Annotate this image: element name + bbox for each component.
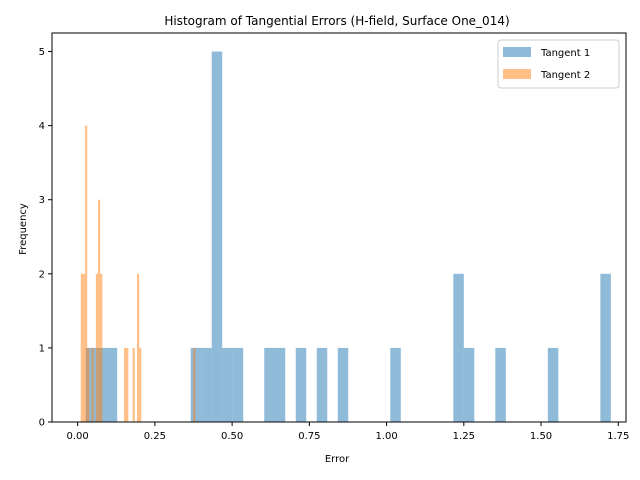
histogram-bar [337, 347, 349, 422]
y-tick-label: 5 [39, 47, 45, 58]
histogram-bar [295, 347, 307, 422]
y-axis-ticks: 0 1 2 3 4 5 [39, 47, 52, 429]
bars-layer [80, 51, 611, 423]
histogram-bar [136, 273, 140, 422]
histogram-bar [222, 347, 233, 422]
x-tick-label: 0.75 [298, 431, 320, 442]
series-1 [85, 51, 611, 423]
histogram-bar [232, 347, 244, 422]
histogram-bar [100, 273, 103, 422]
x-tick-label: 0.25 [144, 431, 166, 442]
histogram-bar [85, 125, 88, 423]
legend-swatch-tangent-1 [503, 47, 531, 57]
x-axis-ticks: 0.00 0.25 0.50 0.75 1.00 1.25 1.50 1.75 [67, 422, 629, 442]
legend-swatch-tangent-2 [503, 69, 531, 79]
histogram-bar [201, 347, 212, 422]
histogram-bar [82, 273, 86, 422]
histogram-bar [190, 347, 202, 422]
histogram-bar [106, 347, 118, 422]
histogram-bar [316, 347, 328, 422]
legend-label-tangent-1: Tangent 1 [540, 48, 590, 59]
x-tick-label: 0.50 [221, 431, 243, 442]
histogram-bar [123, 347, 127, 422]
x-tick-label: 0.00 [67, 431, 89, 442]
histogram-bar [132, 347, 135, 422]
histogram-bar [264, 347, 275, 422]
y-axis-label: Frequency [18, 203, 29, 255]
series-2 [80, 125, 196, 423]
histogram-bar [600, 273, 611, 422]
histogram-bar [211, 51, 223, 423]
x-axis-label: Error [325, 454, 350, 465]
x-tick-label: 1.75 [607, 431, 629, 442]
x-tick-label: 1.25 [453, 431, 475, 442]
legend: Tangent 1 Tangent 2 [497, 39, 620, 89]
histogram-bar [85, 347, 97, 422]
x-tick-label: 1.00 [375, 431, 397, 442]
histogram-bar [80, 273, 83, 422]
plot-frame [51, 32, 627, 423]
y-tick-label: 0 [39, 418, 45, 429]
histogram-bar [390, 347, 401, 422]
x-tick-label: 1.50 [530, 431, 552, 442]
legend-label-tangent-2: Tangent 2 [540, 70, 590, 81]
chart-title: Histogram of Tangential Errors (H-field,… [164, 14, 509, 28]
y-tick-label: 2 [39, 269, 45, 280]
histogram-bar [274, 347, 286, 422]
histogram-bar [91, 347, 94, 422]
histogram-bar [463, 347, 475, 422]
histogram-bar [98, 199, 101, 422]
y-tick-label: 4 [39, 121, 45, 132]
histogram-bar [547, 347, 559, 422]
histogram-bar [126, 347, 129, 422]
histogram-bar [495, 347, 506, 422]
y-tick-label: 3 [39, 195, 45, 206]
histogram-bar [193, 347, 196, 422]
histogram-bar [453, 273, 464, 422]
histogram-bar [95, 273, 99, 422]
y-tick-label: 1 [39, 343, 45, 354]
histogram-bar [87, 347, 90, 422]
histogram-bar [139, 347, 142, 422]
